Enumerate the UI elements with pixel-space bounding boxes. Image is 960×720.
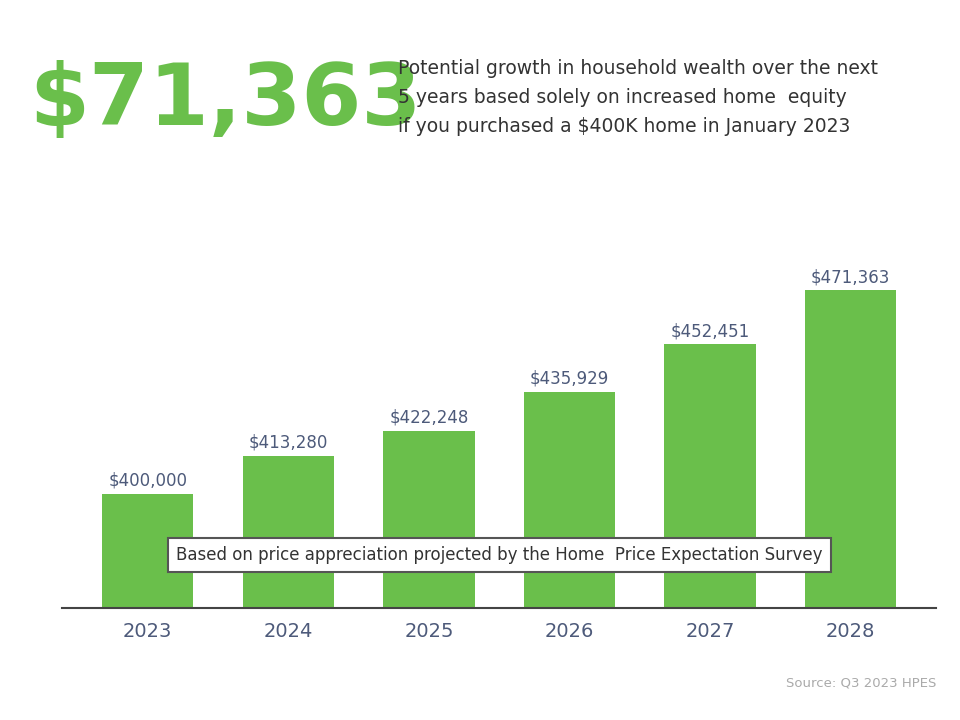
Bar: [102, 494, 194, 720]
Text: $435,929: $435,929: [530, 369, 609, 387]
Text: $452,451: $452,451: [670, 322, 750, 340]
Bar: [243, 456, 334, 720]
Bar: [804, 290, 897, 720]
Text: Source: Q3 2023 HPES: Source: Q3 2023 HPES: [785, 676, 936, 689]
Bar: [383, 431, 474, 720]
Text: $71,363: $71,363: [29, 60, 421, 143]
Bar: [524, 392, 615, 720]
Text: Based on price appreciation projected by the Home  Price Expectation Survey: Based on price appreciation projected by…: [176, 546, 823, 564]
Text: $400,000: $400,000: [108, 472, 187, 490]
Text: $422,248: $422,248: [389, 408, 468, 426]
Text: Potential growth in household wealth over the next
5 years based solely on incre: Potential growth in household wealth ove…: [398, 59, 878, 136]
Text: $413,280: $413,280: [249, 434, 328, 452]
Bar: [664, 344, 756, 720]
Text: $471,363: $471,363: [811, 268, 890, 286]
